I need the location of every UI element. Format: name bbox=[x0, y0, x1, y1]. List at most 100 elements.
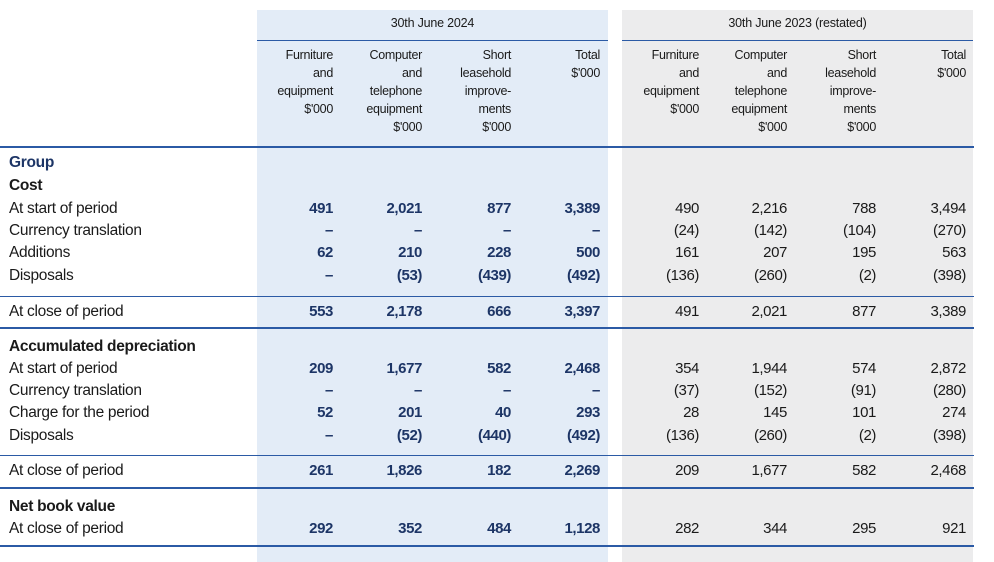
prior-value-cell: 563 bbox=[942, 244, 966, 261]
current-value-cell: 582 bbox=[487, 360, 511, 377]
current-column-header-3: Total $'000 bbox=[571, 48, 600, 80]
prior-column-header-0: Furniture and equipment $'000 bbox=[643, 48, 699, 116]
row-label: Additions bbox=[9, 244, 71, 261]
prior-value-cell: (2) bbox=[858, 267, 877, 284]
current-value-cell: 2,468 bbox=[564, 360, 600, 377]
prior-value-cell: (260) bbox=[753, 427, 787, 444]
prior-period-title: 30th June 2023 (restated) bbox=[728, 16, 867, 30]
current-value-cell: 210 bbox=[398, 244, 422, 261]
section-net-book-value: Net book value bbox=[9, 498, 116, 515]
prior-value-cell: 491 bbox=[675, 303, 699, 320]
current-value-cell: 40 bbox=[495, 404, 511, 421]
current-value-cell: 553 bbox=[309, 303, 333, 320]
current-value-cell: 484 bbox=[487, 520, 511, 537]
current-value-cell: 52 bbox=[317, 404, 333, 421]
current-value-cell: (492) bbox=[566, 267, 600, 284]
prior-column-header-3: Total $'000 bbox=[937, 48, 966, 80]
prior-value-cell: 295 bbox=[852, 520, 876, 537]
cost-subtotal-rule bbox=[0, 296, 974, 297]
current-value-cell: 2,269 bbox=[564, 462, 600, 479]
row-label: At close of period bbox=[9, 303, 124, 320]
current-value-cell: 500 bbox=[576, 244, 600, 261]
current-value-cell: – bbox=[325, 267, 333, 284]
current-value-cell: 2,178 bbox=[386, 303, 422, 320]
current-value-cell: 292 bbox=[309, 520, 333, 537]
depreciation-subtotal-rule bbox=[0, 455, 974, 456]
prior-value-cell: 161 bbox=[675, 244, 699, 261]
section-accumulated-depreciation: Accumulated depreciation bbox=[9, 338, 196, 355]
current-value-cell: 877 bbox=[487, 200, 511, 217]
prior-value-cell: 274 bbox=[942, 404, 966, 421]
prior-value-cell: 1,944 bbox=[751, 360, 787, 377]
prior-value-cell: (37) bbox=[673, 382, 699, 399]
prior-value-cell: (2) bbox=[858, 427, 877, 444]
current-value-cell: 201 bbox=[398, 404, 422, 421]
prior-value-cell: 3,389 bbox=[930, 303, 966, 320]
prior-value-cell: (136) bbox=[665, 267, 699, 284]
depreciation-total-rule bbox=[0, 487, 974, 489]
current-value-cell: 1,677 bbox=[386, 360, 422, 377]
current-value-cell: – bbox=[503, 382, 511, 399]
current-column-header-2: Short leasehold improve- ments $'000 bbox=[460, 48, 511, 134]
row-label: Charge for the period bbox=[9, 404, 150, 421]
current-value-cell: (440) bbox=[477, 427, 511, 444]
prior-value-cell: (24) bbox=[673, 222, 699, 239]
prior-value-cell: 101 bbox=[852, 404, 876, 421]
prior-value-cell: (142) bbox=[753, 222, 787, 239]
prior-period-rule bbox=[622, 40, 973, 41]
prior-column-header-2: Short leasehold improve- ments $'000 bbox=[825, 48, 876, 134]
row-label: At close of period bbox=[9, 520, 124, 537]
current-value-cell: 1,128 bbox=[564, 520, 600, 537]
prior-value-cell: 2,216 bbox=[751, 200, 787, 217]
prior-value-cell: 490 bbox=[675, 200, 699, 217]
row-label: At start of period bbox=[9, 360, 118, 377]
row-label: Disposals bbox=[9, 267, 74, 284]
current-value-cell: 228 bbox=[487, 244, 511, 261]
prior-value-cell: (270) bbox=[932, 222, 966, 239]
prior-value-cell: 28 bbox=[683, 404, 699, 421]
row-label: At start of period bbox=[9, 200, 118, 217]
current-value-cell: 1,826 bbox=[386, 462, 422, 479]
current-period-band bbox=[257, 10, 608, 562]
prior-column-header-1: Computer and telephone equipment $'000 bbox=[731, 48, 787, 134]
current-value-cell: (492) bbox=[566, 427, 600, 444]
current-value-cell: 491 bbox=[309, 200, 333, 217]
prior-value-cell: 344 bbox=[763, 520, 787, 537]
current-period-rule bbox=[257, 40, 608, 41]
current-column-header-1: Computer and telephone equipment $'000 bbox=[366, 48, 422, 134]
prior-value-cell: 2,021 bbox=[751, 303, 787, 320]
current-value-cell: (53) bbox=[396, 267, 422, 284]
table-bottom-rule bbox=[0, 545, 974, 547]
current-column-header-0: Furniture and equipment $'000 bbox=[277, 48, 333, 116]
row-label: Currency translation bbox=[9, 382, 142, 399]
current-value-cell: 293 bbox=[576, 404, 600, 421]
current-value-cell: – bbox=[592, 222, 600, 239]
prior-value-cell: (398) bbox=[932, 267, 966, 284]
prior-value-cell: (104) bbox=[842, 222, 876, 239]
current-value-cell: 261 bbox=[309, 462, 333, 479]
row-label: Currency translation bbox=[9, 222, 142, 239]
prior-value-cell: 877 bbox=[852, 303, 876, 320]
prior-value-cell: 1,677 bbox=[751, 462, 787, 479]
prior-value-cell: 2,468 bbox=[930, 462, 966, 479]
prior-value-cell: (398) bbox=[932, 427, 966, 444]
prior-value-cell: (280) bbox=[932, 382, 966, 399]
current-value-cell: 2,021 bbox=[386, 200, 422, 217]
prior-value-cell: 2,872 bbox=[930, 360, 966, 377]
prior-value-cell: 207 bbox=[763, 244, 787, 261]
prior-value-cell: 145 bbox=[763, 404, 787, 421]
prior-value-cell: 195 bbox=[852, 244, 876, 261]
current-value-cell: – bbox=[325, 382, 333, 399]
prior-value-cell: 3,494 bbox=[930, 200, 966, 217]
current-value-cell: 209 bbox=[309, 360, 333, 377]
prior-value-cell: (152) bbox=[753, 382, 787, 399]
prior-value-cell: (91) bbox=[850, 382, 876, 399]
cost-total-rule bbox=[0, 327, 974, 329]
prior-period-band bbox=[622, 10, 973, 562]
current-value-cell: – bbox=[414, 382, 422, 399]
prior-value-cell: 574 bbox=[852, 360, 876, 377]
current-value-cell: 3,397 bbox=[564, 303, 600, 320]
row-label: Disposals bbox=[9, 427, 74, 444]
row-label: At close of period bbox=[9, 462, 124, 479]
prior-value-cell: (136) bbox=[665, 427, 699, 444]
